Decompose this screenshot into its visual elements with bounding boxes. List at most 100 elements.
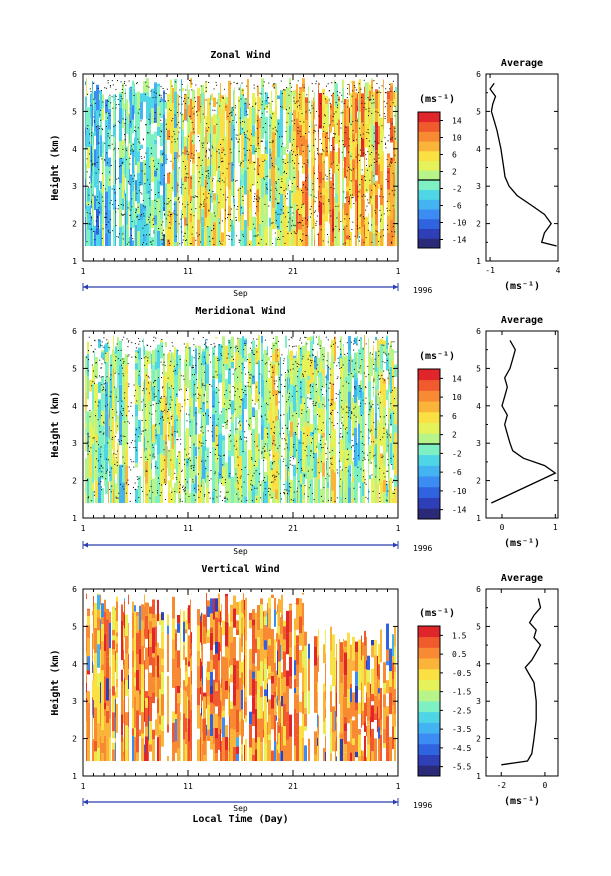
heatmap-cell — [102, 102, 104, 109]
heatmap-cell — [352, 358, 354, 373]
heatmap-cell — [272, 376, 275, 395]
heatmap-cell — [247, 86, 249, 109]
heatmap-cell — [94, 225, 96, 231]
speckle — [121, 92, 123, 94]
speckle — [153, 336, 155, 338]
heatmap-cell — [125, 364, 128, 375]
speckle — [297, 130, 299, 132]
heatmap-cell — [330, 456, 331, 463]
speckle — [329, 382, 331, 384]
heatmap-cell — [305, 191, 308, 201]
speckle — [205, 99, 207, 101]
heatmap-cell — [187, 105, 188, 123]
heatmap-cell — [170, 469, 171, 477]
speckle — [103, 421, 105, 423]
heatmap-cell — [361, 138, 364, 152]
heatmap-cell — [126, 175, 128, 201]
speckle — [387, 228, 389, 230]
heatmap-cell — [280, 458, 281, 480]
speckle — [101, 341, 103, 343]
heatmap-cell — [171, 399, 172, 417]
speckle — [391, 190, 393, 192]
speckle — [151, 444, 153, 446]
speckle — [88, 153, 90, 155]
speckle — [285, 443, 287, 445]
speckle — [117, 350, 119, 351]
heatmap-cell — [222, 370, 225, 382]
speckle — [206, 170, 208, 172]
speckle — [115, 207, 117, 209]
speckle — [305, 133, 306, 134]
heatmap-cell — [293, 154, 296, 170]
speckle — [346, 170, 348, 172]
heatmap-cell — [129, 200, 130, 211]
heatmap-cell — [248, 374, 251, 380]
speckle — [208, 210, 210, 212]
speckle — [335, 133, 336, 135]
heatmap-cell — [89, 433, 92, 455]
speckle — [149, 490, 150, 492]
speckle — [264, 450, 266, 452]
speckle — [171, 187, 173, 189]
speckle — [256, 445, 258, 447]
speckle — [148, 132, 150, 134]
speckle — [342, 243, 344, 245]
speckle — [154, 112, 156, 113]
speckle — [115, 89, 117, 91]
speckle — [380, 214, 382, 216]
heatmap-cell — [244, 102, 247, 117]
heatmap-cell — [259, 138, 261, 158]
speckle — [247, 137, 249, 139]
speckle — [185, 176, 187, 178]
speckle — [168, 201, 170, 203]
heatmap-cell — [109, 458, 110, 483]
heatmap-cell — [248, 449, 251, 470]
heatmap-cell — [395, 184, 397, 191]
speckle — [237, 488, 239, 490]
heatmap-cell — [109, 408, 110, 419]
speckle — [219, 105, 221, 107]
speckle — [268, 205, 270, 207]
heatmap-cell — [361, 99, 364, 123]
speckle — [95, 126, 97, 128]
heatmap-cell — [249, 226, 252, 231]
heatmap-cell — [89, 387, 92, 392]
heatmap-cell — [132, 162, 134, 174]
speckle — [186, 224, 188, 226]
colorbar-swatch — [418, 218, 440, 229]
speckle — [255, 148, 257, 150]
heatmap-cell — [251, 444, 252, 469]
speckle — [327, 447, 328, 449]
heatmap-cell — [364, 91, 365, 112]
heatmap-cell — [146, 223, 149, 246]
heatmap-cell — [378, 164, 380, 184]
heatmap-cell — [128, 220, 129, 230]
heatmap-cell — [220, 154, 221, 164]
heatmap-cell — [122, 174, 124, 199]
heatmap-cell — [283, 204, 286, 230]
speckle — [365, 158, 367, 160]
speckle — [111, 96, 113, 98]
speckle — [163, 395, 165, 397]
heatmap-cell — [288, 482, 289, 496]
heatmap-cell — [378, 125, 380, 145]
heatmap-cell — [198, 380, 201, 393]
speckle — [105, 213, 107, 215]
speckle — [370, 189, 372, 191]
heatmap-cell — [210, 176, 211, 194]
heatmap-cell — [172, 413, 174, 426]
heatmap-cell — [185, 347, 186, 365]
speckle-layer — [86, 336, 396, 502]
heatmap-cell — [390, 186, 393, 206]
speckle — [146, 494, 148, 496]
speckle — [383, 213, 385, 215]
heatmap-cell — [296, 91, 298, 105]
speckle — [248, 139, 250, 141]
heatmap-cell — [280, 175, 283, 194]
speckle — [305, 180, 306, 182]
speckle — [348, 145, 350, 147]
heatmap-cell — [185, 497, 186, 503]
speckle — [237, 189, 239, 191]
speckle — [109, 94, 111, 96]
speckle — [280, 209, 282, 211]
